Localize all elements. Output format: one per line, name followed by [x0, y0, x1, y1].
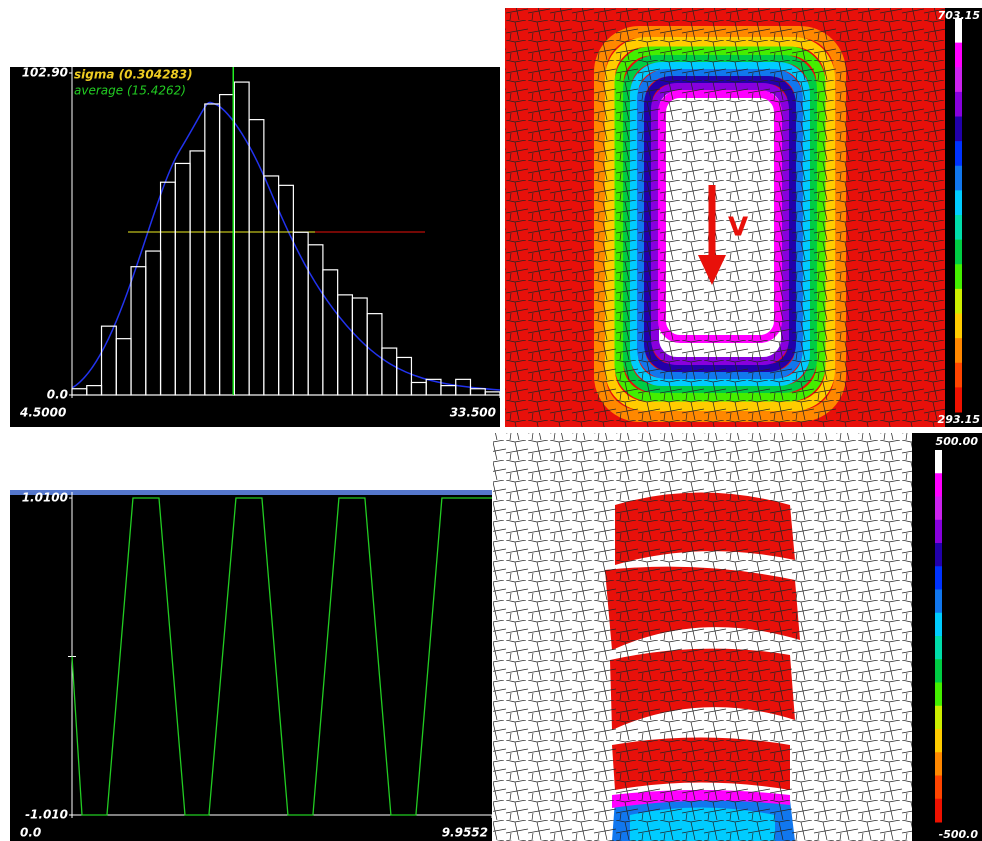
colorbar-min: -500.0 [939, 828, 979, 841]
colorbar [955, 18, 962, 413]
colorbar-segment [935, 496, 942, 521]
colorbar-segment [955, 141, 962, 167]
arrow-label: V [728, 213, 748, 243]
colorbar-segment [955, 264, 962, 290]
y-tick-label: 102.90 [22, 66, 68, 80]
x-tick-label: 9.9552 [442, 826, 488, 840]
colorbar-segment [935, 752, 942, 776]
colorbar-panel [945, 8, 982, 427]
colorbar [935, 450, 942, 823]
line-series [71, 497, 492, 816]
y-tick-label: -1.010 [25, 808, 68, 822]
colorbar-segment [935, 519, 942, 544]
y-tick-label: 1.0100 [22, 491, 68, 505]
bar [455, 378, 472, 396]
sigma-label: sigma (0.304283) [74, 68, 193, 82]
colorbar-segment [955, 215, 962, 241]
colorbar-segment [935, 705, 942, 730]
x-tick-label: 0.0 [20, 826, 41, 840]
colorbar-segment [955, 116, 962, 142]
temperature-map: V [505, 8, 945, 427]
colorbar-segment [935, 775, 942, 800]
colorbar-segment [935, 636, 942, 660]
colorbar-segment [955, 387, 962, 413]
colorbar-segment [955, 239, 962, 265]
y-tick-label: 0.0 [47, 388, 68, 402]
stress-map [493, 433, 912, 841]
colorbar-segment [935, 682, 942, 707]
line-panel [10, 490, 492, 841]
colorbar-min: 293.15 [938, 413, 981, 426]
colorbar-segment [935, 450, 942, 474]
colorbar-segment [935, 798, 942, 823]
colorbar-segment [955, 338, 962, 364]
bar [396, 356, 413, 396]
colorbar-segment [955, 91, 962, 117]
colorbar-segment [955, 165, 962, 191]
colorbar-segment [955, 288, 962, 314]
average-label: average (15.4262) [74, 84, 186, 98]
colorbar-segment [955, 362, 962, 388]
colorbar-segment [935, 566, 942, 590]
colorbar-panel [912, 433, 982, 841]
x-tick-label: 4.5000 [19, 406, 66, 420]
fit-curve [71, 101, 501, 391]
panel-title-bar [10, 490, 492, 495]
x-tick-label: 33.500 [450, 406, 496, 420]
colorbar-segment [935, 589, 942, 614]
colorbar-segment [935, 729, 942, 753]
colorbar-segment [935, 612, 942, 637]
colorbar-segment [955, 313, 962, 339]
bar [484, 391, 501, 396]
colorbar-segment [955, 67, 962, 93]
colorbar-segment [935, 659, 942, 683]
colorbar-segment [935, 473, 942, 497]
colorbar-max: 703.15 [938, 9, 981, 22]
colorbar-segment [955, 190, 962, 216]
colorbar-segment [955, 18, 962, 44]
colorbar-max: 500.00 [936, 435, 979, 448]
colorbar-segment [935, 543, 942, 567]
histogram-panel [10, 67, 500, 427]
colorbar-segment [955, 42, 962, 68]
